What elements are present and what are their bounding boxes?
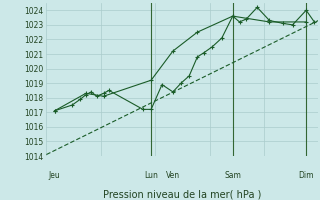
Text: Pression niveau de la mer( hPa ): Pression niveau de la mer( hPa ) xyxy=(103,190,261,200)
Text: Jeu: Jeu xyxy=(49,171,60,180)
Text: Ven: Ven xyxy=(166,171,180,180)
Text: Lun: Lun xyxy=(144,171,158,180)
Text: Sam: Sam xyxy=(224,171,241,180)
Text: Dim: Dim xyxy=(299,171,314,180)
